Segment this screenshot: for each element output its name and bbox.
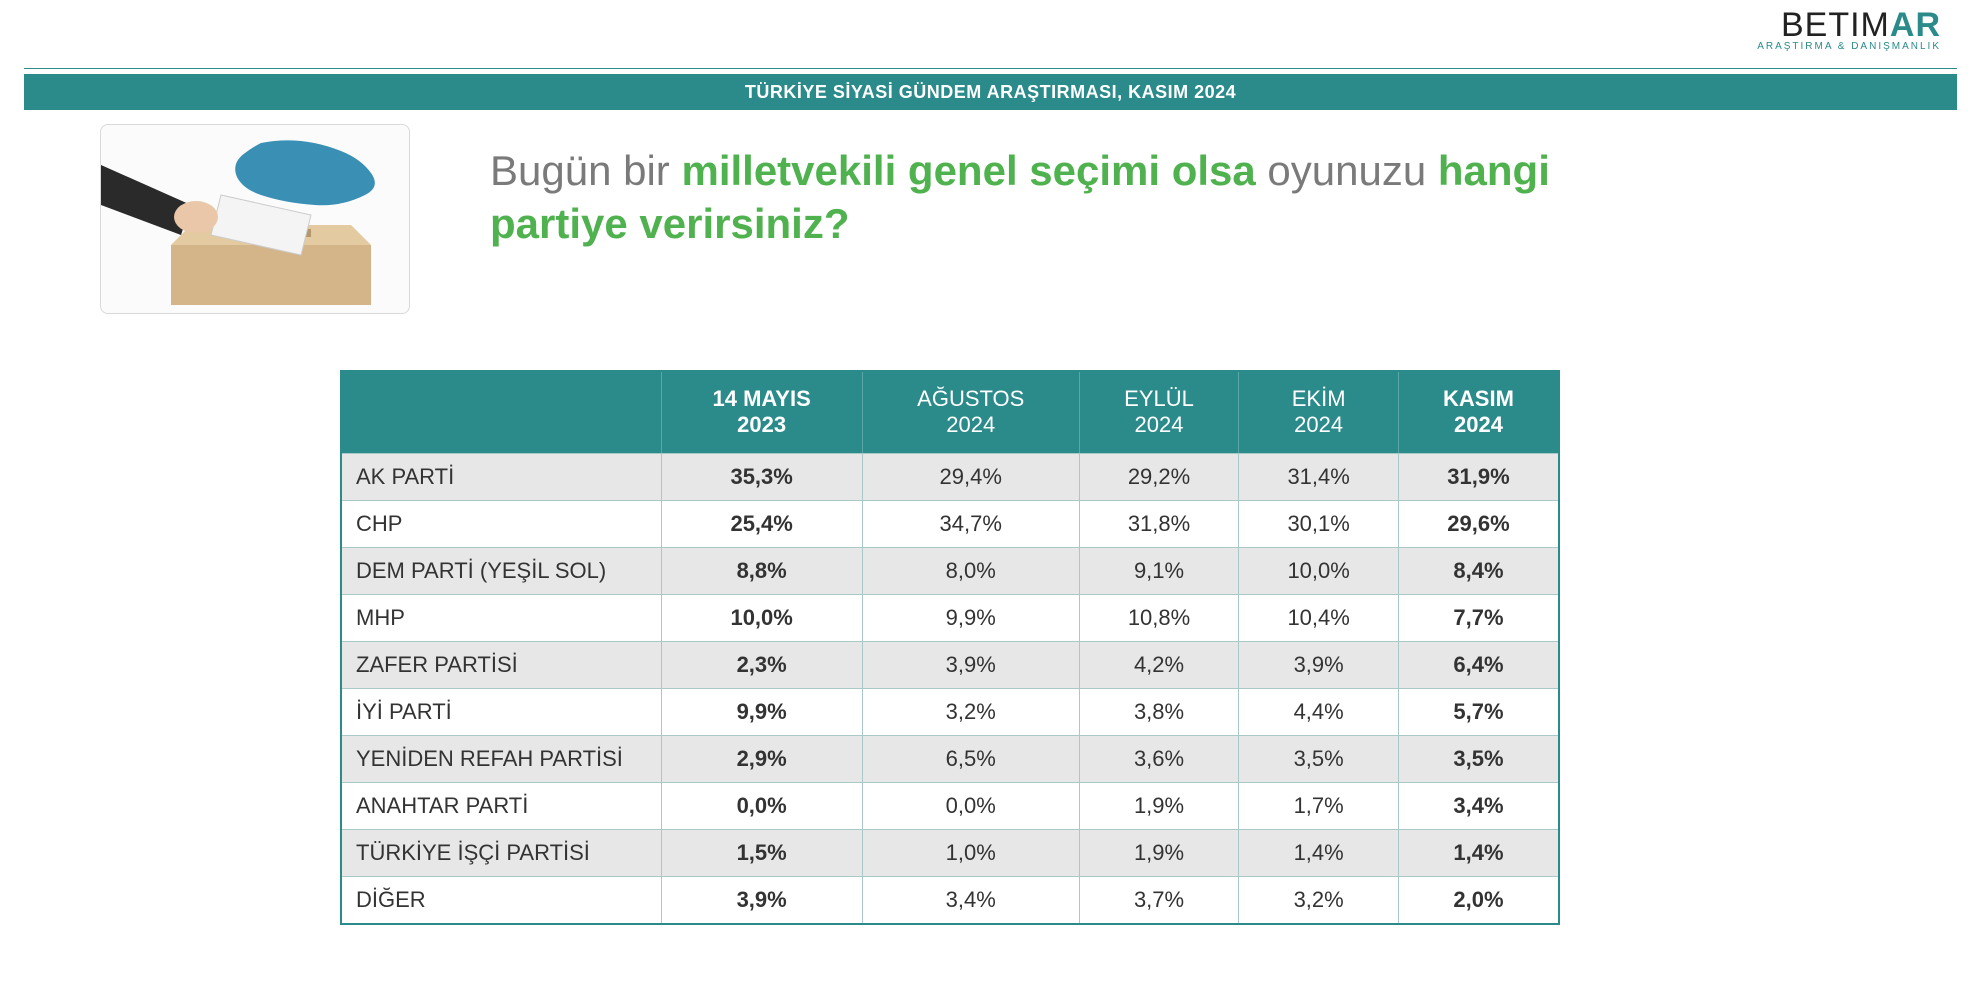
party-value: 3,9%	[862, 641, 1079, 688]
party-value: 10,0%	[1239, 547, 1399, 594]
party-value: 0,0%	[862, 782, 1079, 829]
party-value: 1,9%	[1079, 782, 1239, 829]
survey-question: Bugün bir milletvekili genel seçimi olsa…	[490, 145, 1690, 250]
table-header-line1: KASIM	[1407, 386, 1550, 412]
brand-logo: BETIMAR ARAŞTIRMA & DANIŞMANLIK	[1757, 6, 1941, 52]
party-value: 34,7%	[862, 500, 1079, 547]
party-value: 30,1%	[1239, 500, 1399, 547]
party-label: MHP	[341, 594, 661, 641]
table-header-col: AĞUSTOS2024	[862, 371, 1079, 453]
table-row: DİĞER3,9%3,4%3,7%3,2%2,0%	[341, 876, 1559, 924]
party-value: 8,4%	[1398, 547, 1559, 594]
party-value: 3,8%	[1079, 688, 1239, 735]
logo-subtitle: ARAŞTIRMA & DANIŞMANLIK	[1757, 41, 1941, 52]
party-value: 2,9%	[661, 735, 862, 782]
table-row: AK PARTİ35,3%29,4%29,2%31,4%31,9%	[341, 453, 1559, 500]
party-value: 5,7%	[1398, 688, 1559, 735]
party-value: 8,0%	[862, 547, 1079, 594]
party-value: 3,7%	[1079, 876, 1239, 924]
table-header-col: EKİM2024	[1239, 371, 1399, 453]
table-row: ZAFER PARTİSİ2,3%3,9%4,2%3,9%6,4%	[341, 641, 1559, 688]
party-value: 3,2%	[1239, 876, 1399, 924]
party-value: 31,4%	[1239, 453, 1399, 500]
table-header-line2: 2024	[871, 412, 1071, 438]
ballot-thumbnail	[100, 124, 410, 314]
table-header-col: KASIM2024	[1398, 371, 1559, 453]
party-value: 3,9%	[661, 876, 862, 924]
party-value: 3,5%	[1398, 735, 1559, 782]
table-row: DEM PARTİ (YEŞİL SOL)8,8%8,0%9,1%10,0%8,…	[341, 547, 1559, 594]
table-header-line2: 2023	[670, 412, 854, 438]
top-hairline	[24, 68, 1957, 69]
party-value: 7,7%	[1398, 594, 1559, 641]
party-label: TÜRKİYE İŞÇİ PARTİSİ	[341, 829, 661, 876]
party-value: 3,5%	[1239, 735, 1399, 782]
table-header-line1: EYLÜL	[1088, 386, 1231, 412]
party-value: 31,8%	[1079, 500, 1239, 547]
table-header-line2: 2024	[1088, 412, 1231, 438]
table-header-line2: 2024	[1407, 412, 1550, 438]
table-header-line2: 2024	[1247, 412, 1390, 438]
results-table-container: 14 MAYIS2023AĞUSTOS2024EYLÜL2024EKİM2024…	[340, 370, 1560, 925]
party-label: ZAFER PARTİSİ	[341, 641, 661, 688]
table-header-line1: 14 MAYIS	[670, 386, 854, 412]
party-value: 29,6%	[1398, 500, 1559, 547]
party-value: 1,5%	[661, 829, 862, 876]
party-label: AK PARTİ	[341, 453, 661, 500]
party-label: DİĞER	[341, 876, 661, 924]
party-value: 6,4%	[1398, 641, 1559, 688]
party-value: 1,7%	[1239, 782, 1399, 829]
party-value: 6,5%	[862, 735, 1079, 782]
party-label: CHP	[341, 500, 661, 547]
party-value: 1,4%	[1398, 829, 1559, 876]
party-value: 10,8%	[1079, 594, 1239, 641]
table-row: TÜRKİYE İŞÇİ PARTİSİ1,5%1,0%1,9%1,4%1,4%	[341, 829, 1559, 876]
logo-accent: AR	[1890, 6, 1941, 44]
party-value: 3,9%	[1239, 641, 1399, 688]
question-part-1: Bugün bir	[490, 147, 681, 194]
logo-prefix: BETIM	[1781, 6, 1890, 44]
party-value: 4,4%	[1239, 688, 1399, 735]
party-value: 9,9%	[661, 688, 862, 735]
party-value: 2,0%	[1398, 876, 1559, 924]
party-value: 10,0%	[661, 594, 862, 641]
party-value: 4,2%	[1079, 641, 1239, 688]
party-value: 31,9%	[1398, 453, 1559, 500]
table-row: ANAHTAR PARTİ0,0%0,0%1,9%1,7%3,4%	[341, 782, 1559, 829]
table-header-blank	[341, 371, 661, 453]
party-value: 8,8%	[661, 547, 862, 594]
party-label: DEM PARTİ (YEŞİL SOL)	[341, 547, 661, 594]
party-value: 9,1%	[1079, 547, 1239, 594]
report-title-banner: TÜRKİYE SİYASİ GÜNDEM ARAŞTIRMASI, KASIM…	[24, 74, 1957, 110]
party-value: 25,4%	[661, 500, 862, 547]
table-header-col: 14 MAYIS2023	[661, 371, 862, 453]
party-value: 3,6%	[1079, 735, 1239, 782]
results-table: 14 MAYIS2023AĞUSTOS2024EYLÜL2024EKİM2024…	[340, 370, 1560, 925]
party-value: 3,4%	[1398, 782, 1559, 829]
party-value: 9,9%	[862, 594, 1079, 641]
party-value: 3,4%	[862, 876, 1079, 924]
table-row: YENİDEN REFAH PARTİSİ2,9%6,5%3,6%3,5%3,5…	[341, 735, 1559, 782]
table-header-col: EYLÜL2024	[1079, 371, 1239, 453]
table-header-line1: EKİM	[1247, 386, 1390, 412]
table-row: CHP25,4%34,7%31,8%30,1%29,6%	[341, 500, 1559, 547]
party-value: 29,2%	[1079, 453, 1239, 500]
party-value: 2,3%	[661, 641, 862, 688]
party-label: İYİ PARTİ	[341, 688, 661, 735]
party-value: 1,4%	[1239, 829, 1399, 876]
question-part-2: oyunuzu	[1256, 147, 1438, 194]
question-highlight-1: milletvekili genel seçimi olsa	[681, 147, 1255, 194]
party-label: YENİDEN REFAH PARTİSİ	[341, 735, 661, 782]
party-value: 29,4%	[862, 453, 1079, 500]
party-value: 1,0%	[862, 829, 1079, 876]
table-row: MHP10,0%9,9%10,8%10,4%7,7%	[341, 594, 1559, 641]
table-header-line1: AĞUSTOS	[871, 386, 1071, 412]
party-value: 0,0%	[661, 782, 862, 829]
table-row: İYİ PARTİ9,9%3,2%3,8%4,4%5,7%	[341, 688, 1559, 735]
party-value: 10,4%	[1239, 594, 1399, 641]
party-value: 3,2%	[862, 688, 1079, 735]
party-label: ANAHTAR PARTİ	[341, 782, 661, 829]
party-value: 1,9%	[1079, 829, 1239, 876]
party-value: 35,3%	[661, 453, 862, 500]
